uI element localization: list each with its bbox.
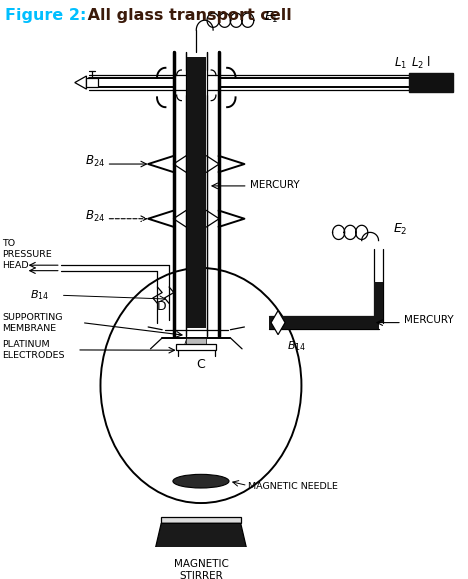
Bar [176, 344, 216, 350]
Text: $B_{14}$: $B_{14}$ [287, 339, 307, 353]
Bar [87, 78, 98, 87]
Text: Figure 2:: Figure 2: [5, 8, 86, 23]
Polygon shape [75, 76, 87, 89]
Polygon shape [271, 310, 285, 335]
Text: PLATINUM
ELECTRODES: PLATINUM ELECTRODES [2, 340, 65, 360]
Text: C: C [197, 358, 205, 371]
Ellipse shape [173, 474, 229, 488]
Text: $B_{24}$: $B_{24}$ [85, 208, 105, 223]
Bar [161, 516, 241, 523]
Text: All glass transport cell: All glass transport cell [82, 8, 292, 23]
Text: D: D [157, 300, 167, 313]
Text: TO
PRESSURE
HEAD: TO PRESSURE HEAD [2, 239, 52, 270]
Polygon shape [154, 523, 248, 554]
Text: $E_1$: $E_1$ [264, 10, 278, 25]
Text: $L_1$: $L_1$ [394, 56, 407, 71]
Text: $B_{14}$: $B_{14}$ [30, 288, 50, 302]
Text: MAGNETIC
STIRRER: MAGNETIC STIRRER [174, 559, 228, 579]
Bar [374, 282, 383, 323]
Bar [187, 57, 205, 328]
Text: MERCURY: MERCURY [250, 180, 300, 190]
Text: $B_{24}$: $B_{24}$ [85, 154, 105, 169]
Circle shape [101, 268, 301, 503]
Text: SUPPORTING
MEMBRANE: SUPPORTING MEMBRANE [2, 313, 63, 333]
Text: $L_2$ l: $L_2$ l [411, 55, 431, 71]
Bar [269, 316, 379, 329]
Text: $E_2$: $E_2$ [393, 222, 407, 237]
Text: MERCURY: MERCURY [404, 315, 454, 325]
Text: MAGNETIC NEEDLE: MAGNETIC NEEDLE [248, 482, 337, 491]
Bar [409, 73, 453, 93]
Bar [186, 338, 206, 344]
